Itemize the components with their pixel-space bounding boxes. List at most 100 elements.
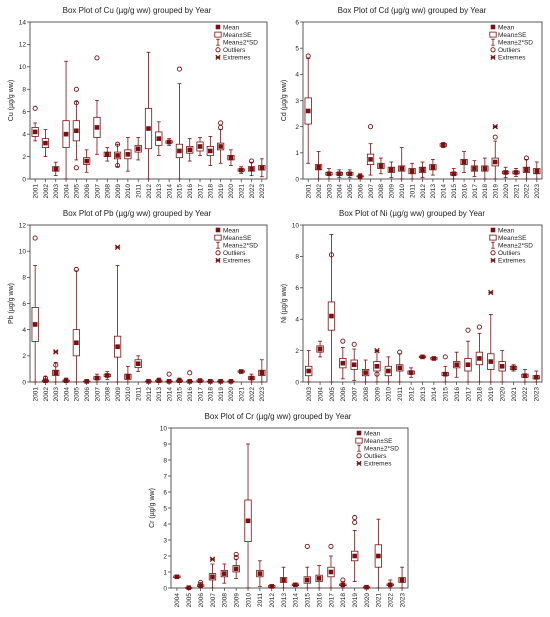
box-2023 bbox=[258, 158, 266, 178]
outlier-marker bbox=[328, 252, 335, 258]
box-2012 bbox=[407, 367, 415, 378]
y-tick-label: 2 bbox=[295, 124, 299, 131]
box-2007 bbox=[208, 556, 217, 589]
x-tick-label: 2022 bbox=[522, 387, 529, 402]
box-2017 bbox=[464, 327, 472, 383]
x-tick-label: 2023 bbox=[259, 184, 266, 199]
y-tick-label: 2 bbox=[22, 353, 26, 360]
box-2010 bbox=[124, 137, 132, 172]
extreme-marker bbox=[492, 123, 498, 130]
box-2006 bbox=[196, 579, 205, 589]
y-tick-label: 2 bbox=[22, 154, 26, 161]
y-tick-label: 0 bbox=[22, 176, 26, 183]
x-tick-label: 2014 bbox=[431, 387, 438, 402]
legend-label: Mean±2*SD bbox=[498, 243, 533, 250]
box-2015 bbox=[303, 543, 311, 589]
x-tick-label: 2014 bbox=[166, 184, 173, 199]
x-tick-label: 2006 bbox=[340, 387, 347, 402]
outlier-marker bbox=[32, 105, 38, 111]
box-2008 bbox=[361, 359, 370, 383]
box-2011 bbox=[256, 560, 264, 587]
mean-marker bbox=[328, 569, 334, 575]
x-tick-label: 2003 bbox=[53, 387, 60, 402]
x-tick-label: 2013 bbox=[281, 593, 288, 608]
x-tick-label: 2004 bbox=[337, 184, 344, 199]
mean-marker bbox=[317, 346, 323, 352]
mean-marker bbox=[177, 148, 182, 154]
mean-marker bbox=[115, 344, 120, 349]
mean-marker bbox=[420, 167, 425, 173]
legend-extreme-symbol bbox=[356, 460, 362, 467]
box-2019 bbox=[487, 289, 495, 383]
x-tick-label: 2019 bbox=[218, 184, 225, 199]
legend-mean-symbol bbox=[490, 227, 496, 233]
box-2016 bbox=[186, 138, 194, 162]
mean-marker bbox=[281, 577, 286, 583]
y-tick-label: 1 bbox=[295, 150, 299, 157]
legend-label: Outliers bbox=[498, 47, 521, 54]
outlier-marker bbox=[352, 519, 358, 525]
chart-cd: Box Plot of Cd (µg/g ww) grouped by Year… bbox=[281, 6, 543, 199]
mean-marker bbox=[386, 368, 391, 374]
box-2020 bbox=[498, 350, 506, 383]
x-tick-label: 2015 bbox=[443, 387, 450, 402]
x-tick-label: 2011 bbox=[397, 387, 404, 401]
box-2018 bbox=[481, 157, 489, 180]
legend-label: Mean±SE bbox=[498, 32, 527, 39]
chart-panel-cd: Box Plot of Cd (µg/g ww) grouped by Year… bbox=[277, 2, 547, 205]
y-tick-label: 0 bbox=[295, 176, 299, 183]
box-2020 bbox=[362, 584, 371, 590]
legend-outlier-symbol bbox=[215, 47, 221, 53]
mean-marker bbox=[534, 374, 539, 380]
box-2023 bbox=[532, 370, 540, 383]
box-2012 bbox=[268, 584, 276, 589]
box-2013 bbox=[418, 354, 427, 360]
box-2010 bbox=[124, 365, 132, 383]
mean-marker bbox=[63, 131, 69, 137]
x-tick-label: 2019 bbox=[352, 593, 359, 608]
outlier-marker bbox=[73, 100, 79, 106]
outlier-marker bbox=[32, 235, 38, 241]
legend-se-symbol bbox=[214, 234, 222, 241]
y-tick-label: 2 bbox=[295, 348, 299, 355]
x-tick-label: 2001 bbox=[305, 184, 312, 199]
box-2018 bbox=[339, 577, 347, 589]
legend-se-symbol bbox=[489, 31, 497, 38]
box-2004 bbox=[316, 340, 324, 358]
box-2004 bbox=[335, 169, 343, 179]
box-2021 bbox=[374, 518, 383, 589]
outlier-marker bbox=[233, 551, 239, 557]
x-tick-label: 2002 bbox=[316, 184, 323, 199]
x-tick-label: 2021 bbox=[376, 593, 383, 608]
y-tick-label: 3 bbox=[295, 98, 299, 105]
legend-label: Extremes bbox=[498, 55, 526, 62]
mean-marker bbox=[306, 368, 311, 374]
outlier-marker bbox=[523, 155, 529, 161]
box-2012 bbox=[418, 161, 427, 179]
mean-marker bbox=[187, 379, 193, 384]
x-tick-label: 2015 bbox=[177, 184, 184, 199]
x-tick-label: 2020 bbox=[228, 387, 235, 402]
legend-se-symbol bbox=[489, 234, 497, 241]
y-tick-label: 6 bbox=[295, 285, 299, 292]
mean-marker bbox=[228, 155, 234, 160]
mean-marker bbox=[156, 378, 162, 383]
x-tick-label: 2015 bbox=[451, 184, 458, 199]
box-2011 bbox=[134, 355, 142, 372]
x-tick-label: 2006 bbox=[357, 184, 364, 199]
mean-marker bbox=[94, 125, 100, 130]
x-tick-label: 2016 bbox=[316, 593, 323, 608]
mean-marker bbox=[488, 359, 494, 364]
y-tick-label: 0 bbox=[295, 379, 299, 386]
x-tick-label: 2016 bbox=[187, 387, 194, 402]
box-2009 bbox=[113, 141, 122, 169]
y-tick-label: 4 bbox=[295, 317, 299, 324]
mean-marker bbox=[74, 340, 79, 346]
box-2021 bbox=[509, 364, 518, 372]
outlier-marker bbox=[166, 371, 172, 377]
outlier-marker bbox=[476, 324, 482, 330]
y-tick-label: 3 bbox=[163, 537, 167, 544]
x-tick-label: 2001 bbox=[32, 387, 39, 402]
x-tick-label: 2002 bbox=[43, 387, 50, 402]
